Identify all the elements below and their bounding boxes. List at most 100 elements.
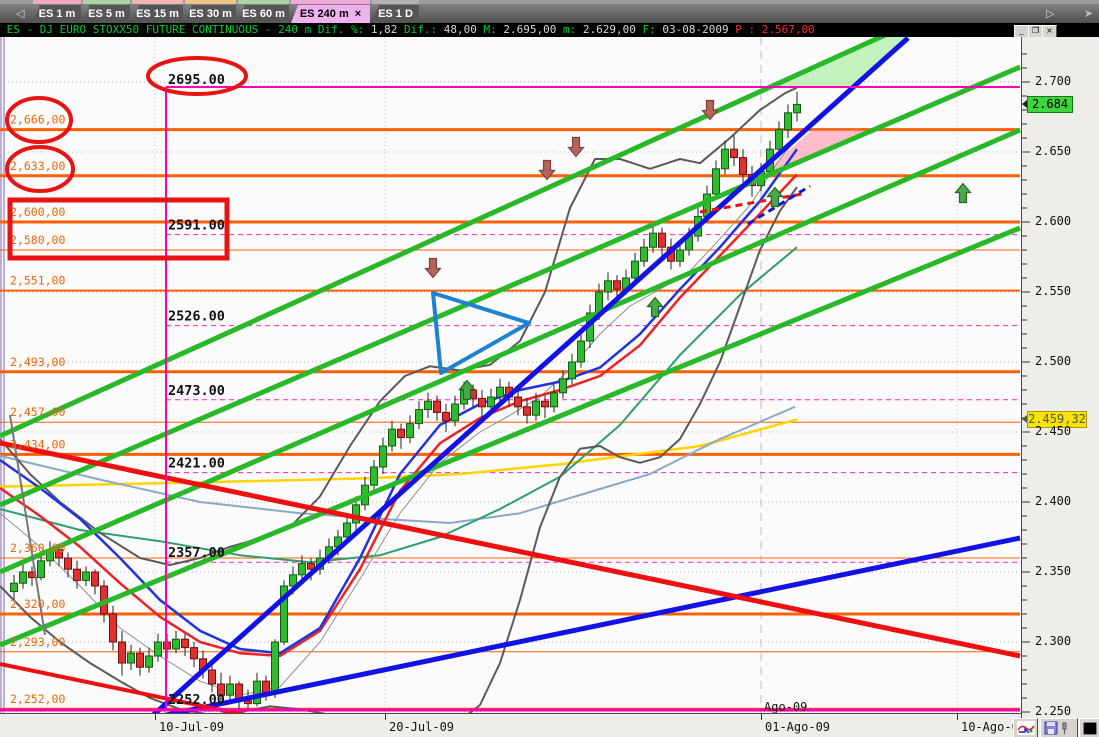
tab-es-30-m[interactable]: ES 30 m [185, 5, 236, 23]
tab-corner-icon[interactable]: ➤ [1084, 7, 1094, 20]
candle-up [253, 680, 261, 705]
black-price-label: 2695.00 [168, 72, 225, 88]
tab-es-15-m[interactable]: ES 15 m [132, 5, 183, 23]
price-axis-label: 2.300 [1035, 634, 1072, 648]
price-axis-label: 2.400 [1035, 494, 1072, 508]
candle-up [559, 378, 567, 394]
candle-up [784, 112, 792, 131]
black-price-label: 2526.00 [168, 309, 225, 325]
down-arrow-icon [538, 159, 556, 181]
candle-up [604, 280, 612, 293]
candle-down [658, 232, 666, 248]
mini-chart-icon [1016, 721, 1035, 735]
candle-up [370, 466, 378, 486]
time-axis[interactable]: 10-Jul-09 20-Jul-09 01-Ago-09 10-Ago-09 [0, 713, 1026, 737]
candle-up [487, 396, 495, 408]
time-axis-label: 10-Jul-09 [159, 720, 225, 734]
candle-down [307, 563, 315, 570]
black-square-icon [1082, 721, 1097, 735]
candle-down [118, 641, 126, 664]
tab-es-1-m[interactable]: ES 1 m [33, 5, 81, 23]
red-trend-main [0, 440, 1021, 659]
up-arrow-icon [646, 296, 664, 318]
tab-color-indicator [238, 0, 289, 4]
orange-price-label: 2,360,00 [10, 541, 65, 555]
candle-down [478, 397, 486, 408]
candle-up [343, 522, 351, 538]
info-segment: P : [735, 23, 762, 36]
candle-up [415, 409, 423, 425]
tab-scroll-left-icon[interactable]: ◁ [16, 7, 25, 20]
price-axis-label: 2.450 [1035, 424, 1072, 438]
candle-up [532, 400, 540, 416]
price-axis-label: 2.600 [1035, 214, 1072, 228]
tab-close-icon[interactable]: × [354, 8, 362, 20]
red-ellipse-annotation [146, 56, 248, 96]
price-axis-label: 2.250 [1035, 704, 1072, 718]
candle-down [244, 700, 252, 705]
orange-levels [0, 128, 1020, 711]
tab-bar: ◁ ▷ ➤ ES 1 m ES 5 m ES 15 m ES 30 m ES 60 m E… [0, 4, 1099, 24]
up-arrow-icon [458, 379, 476, 401]
candle-up [721, 148, 729, 170]
orange-price-label: 2,457,00 [10, 405, 65, 419]
candle-up [289, 574, 297, 587]
save-tool-button[interactable] [1040, 718, 1078, 737]
candle-up [298, 563, 306, 576]
candle-up [19, 571, 27, 584]
tab-color-strip [0, 0, 1099, 4]
candle-down [55, 549, 63, 559]
blue-trend-steep [151, 37, 910, 713]
tab-label: ES 5 m [88, 8, 125, 20]
chart-tool-button[interactable] [1013, 718, 1038, 737]
last-price-badge: 2.684 [1027, 96, 1073, 113]
blue-ma [0, 148, 799, 655]
candlestick-chart[interactable]: 2695.00 2591.00 2526.00 2473.00 2421.00 2357.… [0, 37, 1021, 713]
candle-up [37, 560, 45, 579]
candle-down [442, 411, 450, 422]
info-segment: 2.567,00 [761, 23, 815, 36]
candles[interactable] [10, 91, 801, 710]
tab-es-1-d[interactable]: ES 1 D [372, 5, 419, 23]
orange-price-label: 2,551,00 [10, 274, 65, 288]
boll-upper [0, 86, 798, 566]
orange-price-label: 2,252,00 [10, 692, 65, 706]
orange-price-label: 2,600,00 [10, 205, 65, 219]
signal-arrows [424, 99, 972, 401]
yellow-marker-arrow-icon [1022, 415, 1027, 423]
info-segment: m: [562, 23, 583, 36]
info-segment: Dif. %: [317, 23, 371, 36]
green-channel-3 [0, 127, 1021, 575]
tab-scroll-right-icon[interactable]: ▷ [1046, 7, 1055, 20]
bull-wedge [770, 37, 909, 87]
black-price-label: 2591.00 [168, 218, 225, 234]
tab-label: ES 240 m [299, 8, 349, 20]
red-ellipse-annotation [5, 145, 75, 193]
price-axis[interactable]: 2.684 2.459,32 2.700 2.650 2.600 2.550 2.500… [1021, 37, 1099, 737]
candle-up [226, 683, 234, 696]
candle-down [109, 613, 117, 643]
candle-down [397, 428, 405, 439]
candle-up [352, 504, 360, 524]
tab-es-5-m[interactable]: ES 5 m [83, 5, 130, 23]
tab-label: ES 1 m [38, 8, 76, 20]
tab-es-240-m[interactable]: ES 240 m × [291, 5, 370, 23]
tab-color-indicator [33, 0, 81, 4]
info-segment: 03-08-2009 [662, 23, 736, 36]
blue-trend-low [163, 535, 1021, 713]
time-axis-tick [957, 714, 958, 720]
black-price-label: 2252.00 [168, 692, 225, 708]
chart-plot-area[interactable]: 2695.00 2591.00 2526.00 2473.00 2421.00 2357.… [0, 37, 1021, 731]
candle-down [514, 396, 522, 408]
gray-steep-line [9, 414, 46, 636]
candle-up [550, 392, 558, 408]
price-axis-ticks [1022, 53, 1030, 727]
solid-square-tool-button[interactable] [1079, 718, 1099, 737]
candle-down [523, 406, 531, 416]
orange-price-label: 2,580,00 [10, 233, 65, 247]
candle-up [424, 400, 432, 411]
month-label: Ago-09 [764, 700, 807, 713]
candle-down [64, 557, 72, 570]
tab-es-60-m[interactable]: ES 60 m [238, 5, 289, 23]
candle-up [640, 246, 648, 262]
